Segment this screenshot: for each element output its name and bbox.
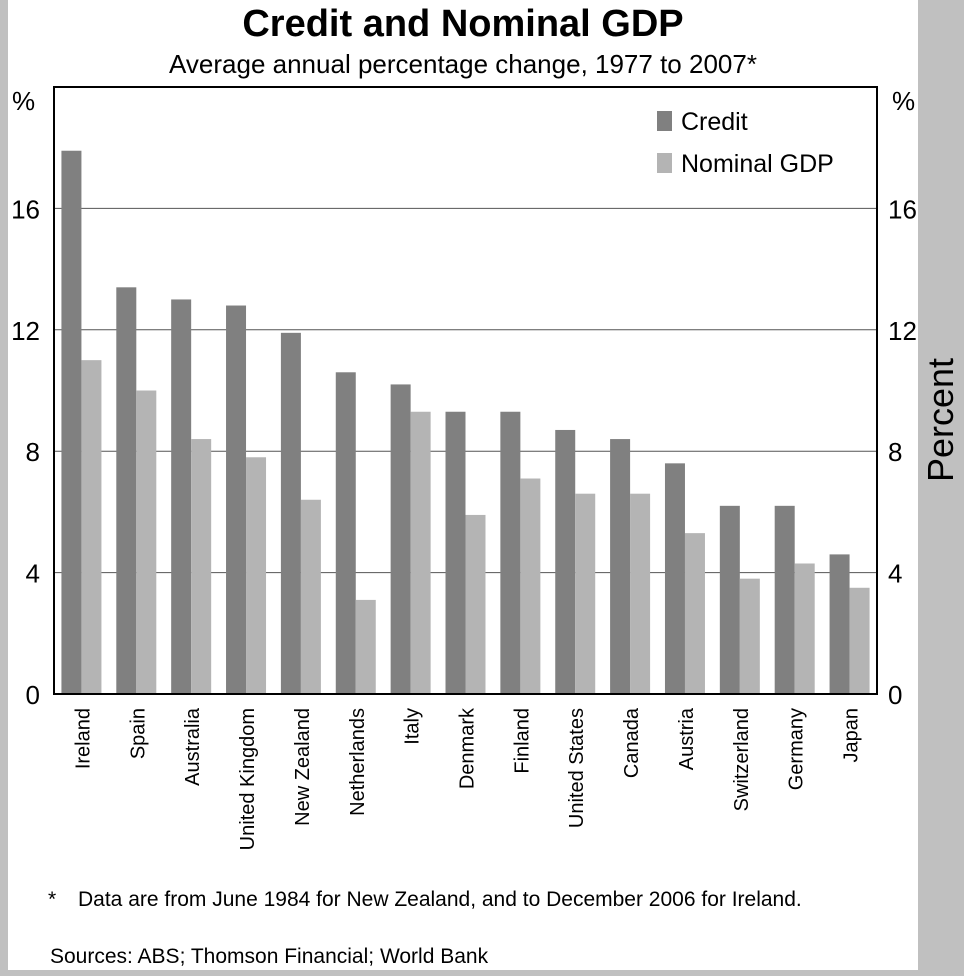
bar-credit-germany <box>774 505 795 694</box>
bar-nominal-gdp-finland <box>520 478 541 694</box>
legend-swatch-nominal-gdp <box>657 153 672 173</box>
x-tick-label-germany: Germany <box>786 708 808 790</box>
x-tick-label-netherlands: Netherlands <box>347 708 369 816</box>
x-tick-label-new-zealand: New Zealand <box>292 708 314 826</box>
legend-swatch-credit <box>657 111 672 131</box>
legend-label-credit: Credit <box>681 108 748 136</box>
bar-nominal-gdp-spain <box>136 390 157 694</box>
x-tick-label-united-kingdom: United Kingdom <box>237 708 259 850</box>
bar-nominal-gdp-germany <box>794 563 815 694</box>
y-tick-left-0: 0 <box>26 680 40 710</box>
bar-nominal-gdp-new-zealand <box>300 499 321 694</box>
y-tick-left-16: 16 <box>11 194 40 224</box>
frame-left-border <box>0 0 8 976</box>
bar-credit-canada <box>610 439 631 694</box>
chart-title: Credit and Nominal GDP <box>242 3 684 45</box>
x-tick-label-italy: Italy <box>402 708 424 745</box>
bar-nominal-gdp-ireland <box>81 360 102 694</box>
x-tick-label-austria: Austria <box>676 707 698 770</box>
y-tick-left-12: 12 <box>11 316 40 346</box>
x-tick-label-ireland: Ireland <box>72 708 94 769</box>
footnote-text: Data are from June 1984 for New Zealand,… <box>78 888 802 911</box>
bar-credit-austria <box>664 463 685 694</box>
bar-nominal-gdp-austria <box>684 533 705 694</box>
bar-nominal-gdp-denmark <box>465 514 486 694</box>
bar-nominal-gdp-italy <box>410 411 431 694</box>
x-tick-label-spain: Spain <box>127 708 149 759</box>
sources-note: Sources: ABS; Thomson Financial; World B… <box>50 945 489 968</box>
bar-nominal-gdp-netherlands <box>355 599 376 694</box>
x-tick-label-switzerland: Switzerland <box>731 708 753 811</box>
right-y-axis-label: Percent <box>920 357 961 483</box>
bar-nominal-gdp-switzerland <box>739 578 760 694</box>
bar-credit-united-kingdom <box>226 305 247 694</box>
bar-nominal-gdp-united-states <box>575 493 596 694</box>
bar-nominal-gdp-united-kingdom <box>246 457 267 694</box>
y-tick-left-4: 4 <box>26 559 40 589</box>
bar-credit-denmark <box>445 411 466 694</box>
bar-credit-italy <box>390 384 411 694</box>
x-tick-label-australia: Australia <box>182 707 204 786</box>
bar-credit-switzerland <box>719 505 740 694</box>
bar-nominal-gdp-canada <box>630 493 651 694</box>
bars <box>61 150 870 695</box>
bar-credit-finland <box>500 411 521 694</box>
bar-credit-spain <box>116 287 137 694</box>
right-axis-unit: % <box>892 86 915 116</box>
y-tick-right-16: 16 <box>888 194 917 224</box>
bar-credit-united-states <box>555 429 576 694</box>
x-tick-label-japan: Japan <box>841 708 863 763</box>
bar-credit-japan <box>829 554 850 694</box>
y-tick-right-8: 8 <box>888 437 902 467</box>
left-axis-unit: % <box>12 86 35 116</box>
axis-ticks: 0 0 4 4 8 8 12 12 16 16% % Ireland Spain Australia Uni… <box>11 86 917 850</box>
x-tick-label-denmark: Denmark <box>457 707 479 789</box>
y-tick-right-0: 0 <box>888 680 902 710</box>
y-tick-right-12: 12 <box>888 316 917 346</box>
x-tick-label-finland: Finland <box>511 708 533 774</box>
bar-credit-ireland <box>61 150 82 695</box>
plot-frame <box>53 86 878 695</box>
footnote: * Data are from June 1984 for New Zealan… <box>48 887 878 913</box>
legend-label-nominal-gdp: Nominal GDP <box>681 150 834 178</box>
x-tick-label-canada: Canada <box>621 707 643 778</box>
frame-right-border <box>918 0 964 976</box>
bar-credit-netherlands <box>335 372 356 694</box>
bar-credit-australia <box>171 299 192 694</box>
x-tick-label-united-states: United States <box>566 708 588 828</box>
chart-subtitle: Average annual percentage change, 1977 t… <box>169 49 757 79</box>
bar-credit-new-zealand <box>280 332 301 694</box>
y-tick-right-4: 4 <box>888 559 902 589</box>
y-tick-left-8: 8 <box>26 437 40 467</box>
bar-nominal-gdp-australia <box>191 439 212 694</box>
footnote-marker: * <box>48 888 57 911</box>
bar-nominal-gdp-japan <box>849 587 870 694</box>
frame-bottom-border <box>0 970 964 976</box>
legend: Credit Nominal GDP <box>657 108 834 178</box>
